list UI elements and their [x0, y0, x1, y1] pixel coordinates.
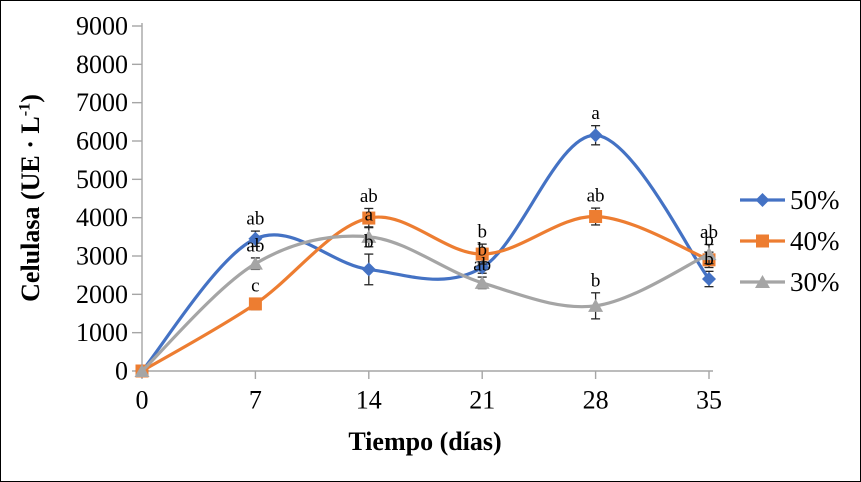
significance-label: b: [477, 239, 487, 260]
legend-item-30pct: [740, 275, 785, 288]
x-axis-tick-label: 14: [356, 386, 382, 415]
diamond-marker: [248, 231, 263, 246]
significance-label: ab: [700, 222, 718, 243]
x-axis-tick-label: 35: [696, 386, 722, 415]
y-axis-tick-label: 4000: [76, 203, 128, 232]
x-axis-tick-label: 0: [136, 386, 149, 415]
diamond-marker: [588, 128, 603, 143]
y-axis-tick-label: 2000: [76, 280, 128, 309]
y-axis-tick-label: 3000: [76, 242, 128, 271]
significance-label: ab: [473, 255, 491, 276]
legend-label: 30%: [790, 267, 840, 297]
triangle-marker: [474, 275, 490, 289]
series-line-40pct: [140, 214, 711, 373]
significance-label: b: [704, 249, 714, 270]
y-axis-tick-label: 7000: [76, 88, 128, 117]
diamond-marker: [361, 262, 376, 277]
series-50pct: [135, 125, 716, 378]
legend: [740, 193, 785, 288]
significance-label: b: [591, 270, 601, 291]
x-axis-title: Tiempo (días): [348, 427, 501, 457]
square-marker: [589, 210, 603, 224]
y-axis-tick-label: 5000: [76, 165, 128, 194]
y-axis-tick-label: 9000: [76, 12, 128, 41]
x-axis-tick-label: 7: [249, 386, 262, 415]
triangle-marker: [588, 298, 604, 312]
legend-label: 50%: [790, 185, 840, 215]
y-axis-tick-label: 0: [115, 357, 128, 386]
legend-square-marker: [756, 234, 769, 248]
square-marker: [475, 247, 489, 261]
triangle-marker: [361, 229, 377, 243]
x-axis-tick-label: 28: [583, 386, 609, 415]
significance-label: c: [251, 276, 259, 297]
significance-label: ab: [246, 209, 264, 230]
triangle-marker: [134, 364, 150, 377]
series-line-50pct: [140, 133, 711, 373]
significance-label: b: [364, 232, 374, 253]
series-40pct: [135, 207, 716, 378]
significance-label: a: [591, 103, 600, 124]
significance-label: b: [704, 230, 714, 251]
legend-label: 40%: [790, 226, 840, 256]
series-30pct: [134, 226, 717, 377]
y-axis-tick-label: 6000: [76, 127, 128, 156]
triangle-marker: [247, 256, 263, 270]
triangle-marker: [701, 247, 717, 261]
square-marker: [362, 211, 376, 225]
legend-item-50pct: [740, 193, 785, 207]
x-axis-tick-label: 21: [469, 386, 495, 415]
y-axis-title-superscript: -1: [16, 102, 34, 117]
significance-label: ab: [246, 235, 264, 256]
legend-item-40pct: [740, 234, 785, 248]
series-line-30pct: [140, 234, 711, 373]
significance-label: a: [365, 204, 374, 225]
significance-label: b: [477, 222, 487, 243]
legend-diamond-marker: [755, 193, 770, 207]
diamond-marker: [702, 272, 716, 286]
significance-label: ab: [587, 186, 605, 207]
legend-triangle-marker: [755, 275, 770, 288]
significance-label: ab: [360, 186, 378, 207]
x-axis-title-text: Tiempo (días): [348, 427, 502, 456]
square-marker: [248, 297, 262, 311]
y-axis-tick-label: 8000: [76, 50, 128, 79]
y-axis-title-close: ): [16, 94, 45, 103]
y-axis-tick-label: 1000: [76, 318, 128, 347]
y-axis-title-text: Celulasa (UE · L: [16, 116, 45, 302]
y-axis-title: Celulasa (UE · L-1): [16, 94, 46, 302]
